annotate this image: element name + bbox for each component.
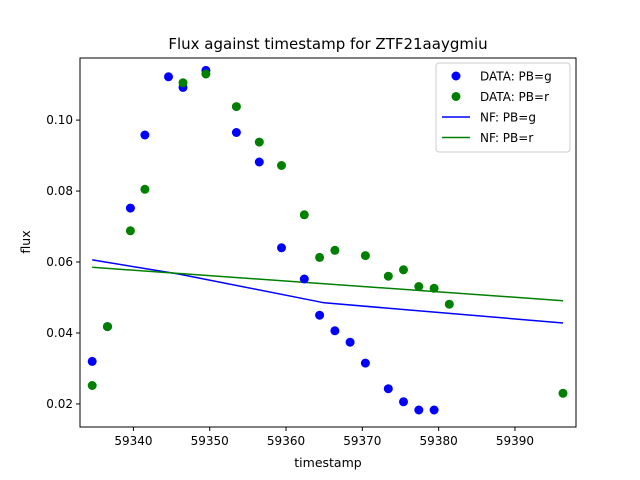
- series-line-3: [92, 266, 564, 302]
- series-points: [87, 65, 568, 415]
- data-point-series-0: [254, 157, 264, 167]
- x-tick-label: 59370: [343, 434, 381, 448]
- data-point-series-0: [87, 356, 97, 366]
- data-point-series-1: [254, 137, 264, 147]
- data-point-series-1: [315, 252, 325, 262]
- y-tick-label: 0.10: [46, 113, 73, 127]
- legend-label: DATA: PB=g: [480, 70, 552, 84]
- data-point-series-0: [345, 337, 355, 347]
- legend-label: NF: PB=g: [480, 111, 536, 125]
- data-point-series-1: [87, 381, 97, 390]
- data-point-series-0: [330, 326, 340, 336]
- data-point-series-1: [360, 251, 370, 261]
- data-point-series-0: [383, 384, 393, 394]
- data-point-series-1: [178, 78, 188, 88]
- data-point-series-0: [315, 310, 325, 320]
- y-tick-label: 0.08: [46, 184, 73, 198]
- chart-title: Flux against timestamp for ZTF21aaygmiu: [168, 35, 487, 53]
- data-point-series-1: [330, 245, 340, 255]
- data-point-series-0: [360, 358, 370, 368]
- legend: DATA: PB=g DATA: PB=r NF: PB=g NF: PB=r: [435, 62, 571, 153]
- y-tick-label: 0.06: [46, 255, 73, 269]
- x-tick-label: 59380: [420, 434, 458, 448]
- x-tick-label: 59350: [191, 434, 229, 448]
- data-point-series-0: [231, 128, 241, 137]
- data-point-series-0: [429, 405, 439, 415]
- legend-point-marker: [451, 92, 461, 101]
- data-point-series-0: [125, 203, 135, 213]
- y-axis-label: flux: [18, 230, 33, 253]
- data-point-series-1: [140, 184, 150, 194]
- series-line-2: [92, 259, 564, 324]
- data-point-series-1: [103, 322, 112, 332]
- x-axis-ticks: 59340 59350 59360 59370 59380 59390: [114, 427, 534, 448]
- legend-label: DATA: PB=r: [480, 90, 549, 104]
- x-tick-label: 59340: [114, 434, 152, 448]
- data-point-series-0: [414, 405, 424, 415]
- y-tick-label: 0.04: [46, 326, 73, 340]
- data-point-series-1: [125, 226, 135, 236]
- data-point-series-0: [399, 397, 408, 407]
- x-tick-label: 59390: [496, 434, 534, 448]
- data-point-series-0: [140, 130, 150, 140]
- x-tick-label: 59360: [267, 434, 305, 448]
- data-point-series-1: [201, 69, 211, 79]
- axes-frame: [79, 57, 577, 428]
- data-point-series-1: [231, 102, 241, 112]
- legend-box: [435, 62, 571, 153]
- data-point-series-1: [429, 283, 439, 293]
- legend-point-marker: [451, 71, 461, 81]
- data-point-series-0: [164, 72, 173, 82]
- data-point-series-0: [299, 274, 309, 284]
- series-lines: [92, 259, 564, 324]
- data-point-series-1: [444, 299, 454, 309]
- data-point-series-1: [383, 271, 393, 281]
- data-point-series-1: [414, 282, 424, 291]
- y-tick-label: 0.02: [46, 397, 73, 411]
- data-point-series-1: [299, 210, 309, 220]
- x-axis-label: timestamp: [294, 455, 361, 470]
- legend-label: NF: PB=r: [480, 131, 533, 145]
- data-point-series-0: [277, 243, 286, 253]
- data-point-series-1: [558, 388, 568, 398]
- data-point-series-1: [277, 161, 286, 170]
- data-point-series-1: [399, 265, 408, 275]
- y-axis-ticks: 0.02 0.04 0.06 0.08 0.10: [46, 113, 80, 411]
